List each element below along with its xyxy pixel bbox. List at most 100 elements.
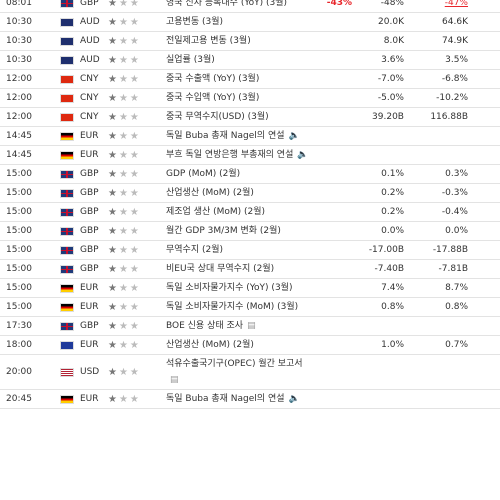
event-time: 10:30 [6, 36, 32, 46]
event-name: 영국 신차 등록대수 (YoY) (3월) [166, 0, 314, 12]
event-name: 무역수지 (2월) [166, 241, 314, 259]
event-time: 20:45 [6, 394, 32, 404]
forecast-text: -7.0% [377, 74, 404, 84]
country-flag [60, 74, 74, 84]
country-flag [60, 394, 74, 404]
actual-value: -43% [314, 0, 352, 8]
forecast-value: 0.2% [352, 188, 404, 198]
forecast-text: 39.20B [372, 112, 404, 122]
event-row: 20:45 EUR ★★★ 독일 Buba 총재 Nagel의 연설 🔈 [0, 390, 500, 409]
event-row: 12:00 CNY ★★★ 중국 무역수지(USD) (3월) 39.20B 116.88… [0, 108, 500, 127]
event-name: 독일 Buba 총재 Nagel의 연설 🔈 [166, 390, 314, 408]
previous-text: 64.6K [442, 17, 468, 27]
previous-value: 116.88B [404, 112, 468, 122]
importance-stars: ★★★ [108, 54, 141, 66]
importance-stars: ★★★ [108, 92, 141, 104]
event-row: 15:00 GBP ★★★ GDP (MoM) (2월) 0.1% 0.3% [0, 165, 500, 184]
event-title: 중국 무역수지(USD) (3월) [166, 112, 269, 122]
forecast-value: -7.0% [352, 74, 404, 84]
previous-text: 8.7% [445, 283, 468, 293]
event-title: 월간 GDP 3M/3M 변화 (2월) [166, 226, 281, 236]
event-name: 독일 소비자물가지수 (MoM) (3월) [166, 298, 314, 316]
previous-text: -17.88B [432, 245, 468, 255]
previous-text: -0.3% [441, 188, 468, 198]
country-flag [60, 112, 74, 122]
previous-text: 0.0% [445, 226, 468, 236]
event-row: 08:01 GBP ★★★ 영국 신차 등록대수 (YoY) (3월) -43% -48%… [0, 0, 500, 13]
event-name: GDP (MoM) (2월) [166, 165, 314, 183]
currency: EUR [80, 150, 99, 160]
country-flag [60, 226, 74, 236]
previous-text: 0.7% [445, 340, 468, 350]
event-time: 10:30 [6, 17, 32, 27]
importance-stars: ★★★ [108, 35, 141, 47]
forecast-text: -17.00B [368, 245, 404, 255]
forecast-text: 7.4% [381, 283, 404, 293]
currency: CNY [80, 112, 99, 122]
forecast-value: 0.2% [352, 207, 404, 217]
currency: GBP [80, 321, 99, 331]
event-time: 17:30 [6, 321, 32, 331]
importance-stars: ★★★ [108, 168, 141, 180]
currency: EUR [80, 340, 99, 350]
importance-stars: ★★★ [108, 282, 141, 294]
event-row: 15:00 GBP ★★★ 무역수지 (2월) -17.00B -17.88B [0, 241, 500, 260]
event-row: 15:00 GBP ★★★ 산업생산 (MoM) (2월) 0.2% -0.3% [0, 184, 500, 203]
currency: GBP [80, 169, 99, 179]
importance-stars: ★★★ [108, 225, 141, 237]
importance-stars: ★★★ [108, 111, 141, 123]
country-flag [60, 367, 74, 377]
country-flag [60, 207, 74, 217]
event-time: 15:00 [6, 283, 32, 293]
event-row: 10:30 AUD ★★★ 고용변동 (3월) 20.0K 64.6K [0, 13, 500, 32]
previous-text: 74.9K [442, 36, 468, 46]
forecast-text: 3.6% [381, 55, 404, 65]
currency: EUR [80, 131, 99, 141]
previous-value: -0.4% [404, 207, 468, 217]
forecast-value: -48% [352, 0, 404, 8]
event-time: 15:00 [6, 245, 32, 255]
currency: GBP [80, 0, 99, 8]
event-time: 15:00 [6, 188, 32, 198]
event-time: 20:00 [6, 367, 32, 377]
event-time: 14:45 [6, 131, 32, 141]
forecast-value: 0.8% [352, 302, 404, 312]
event-title: GDP (MoM) (2월) [166, 169, 241, 179]
country-flag [60, 150, 74, 160]
previous-text: 0.8% [445, 302, 468, 312]
previous-value: 8.7% [404, 283, 468, 293]
forecast-text: 0.0% [381, 226, 404, 236]
document-icon: ▤ [247, 321, 256, 331]
event-row: 17:30 GBP ★★★ BOE 신용 상태 조사 ▤ [0, 317, 500, 336]
speaker-icon: 🔈 [288, 394, 300, 404]
event-name: 고용변동 (3월) [166, 13, 314, 31]
previous-text: 0.3% [445, 169, 468, 179]
event-row: 12:00 CNY ★★★ 중국 수입액 (YoY) (3월) -5.0% -10.2% [0, 89, 500, 108]
event-time: 10:30 [6, 55, 32, 65]
event-title: 독일 Buba 총재 Nagel의 연설 [166, 394, 285, 404]
event-name: 전일제고용 변동 (3월) [166, 32, 314, 50]
event-title: 영국 신차 등록대수 (YoY) (3월) [166, 0, 288, 8]
forecast-text: -48% [380, 0, 404, 8]
country-flag [60, 245, 74, 255]
event-time: 15:00 [6, 207, 32, 217]
importance-stars: ★★★ [108, 149, 141, 161]
event-time: 12:00 [6, 93, 32, 103]
currency: EUR [80, 283, 99, 293]
previous-value: 0.0% [404, 226, 468, 236]
event-time: 12:00 [6, 74, 32, 84]
event-title: 전일제고용 변동 (3월) [166, 36, 251, 46]
event-name: 석유수출국기구(OPEC) 월간 보고서 ▤ [166, 355, 314, 389]
forecast-text: 0.2% [381, 207, 404, 217]
importance-stars: ★★★ [108, 16, 141, 28]
forecast-value: 7.4% [352, 283, 404, 293]
event-time: 12:00 [6, 112, 32, 122]
currency: USD [80, 367, 100, 377]
forecast-value: -7.40B [352, 264, 404, 274]
event-time: 08:01 [6, 0, 32, 8]
previous-text: -10.2% [436, 93, 468, 103]
currency: CNY [80, 74, 99, 84]
forecast-value: 0.0% [352, 226, 404, 236]
country-flag [60, 0, 74, 8]
event-name: 제조업 생산 (MoM) (2월) [166, 203, 314, 221]
